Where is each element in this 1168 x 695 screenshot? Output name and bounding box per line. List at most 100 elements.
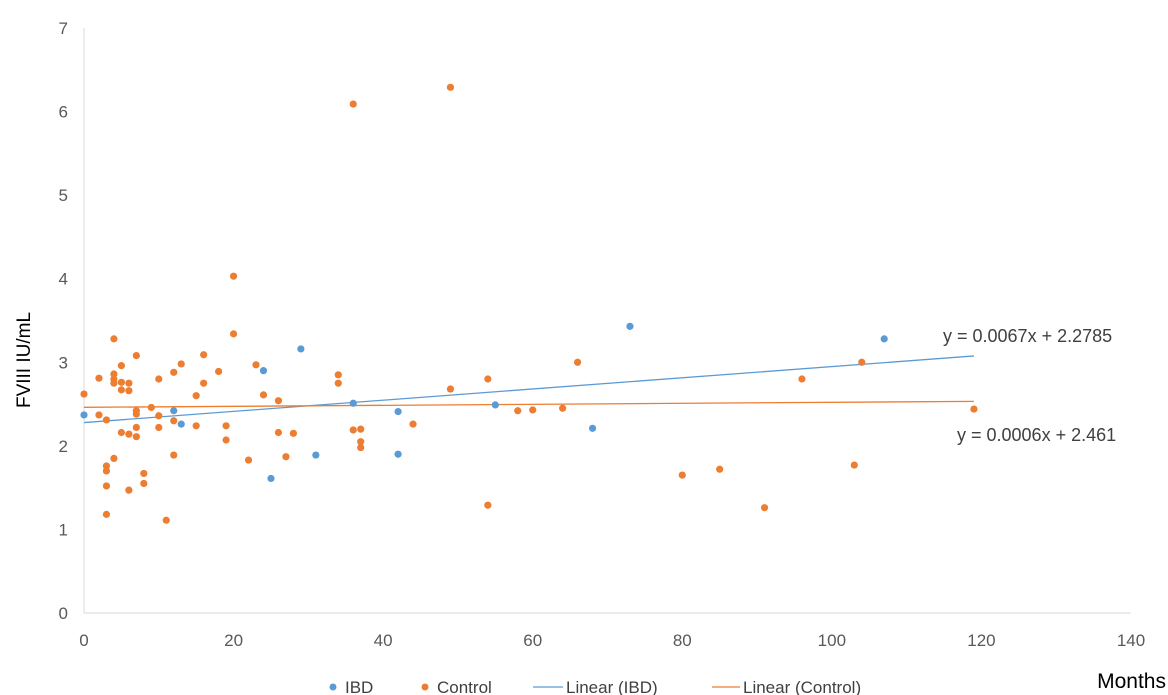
- data-point-control: [252, 361, 260, 369]
- data-point-control: [514, 407, 522, 415]
- data-point-control: [95, 374, 103, 382]
- trendline-control: [83, 400, 974, 408]
- data-point-control: [282, 453, 290, 461]
- data-point-control: [222, 436, 230, 444]
- data-point-control: [559, 404, 567, 412]
- equation-control: y = 0.0006x + 2.461: [957, 425, 1116, 445]
- data-point-ibd: [626, 322, 634, 330]
- data-point-control: [200, 351, 208, 359]
- data-point-control: [446, 385, 455, 393]
- data-point-control: [162, 516, 170, 524]
- data-point-control: [192, 422, 200, 430]
- data-point-control: [140, 469, 148, 478]
- data-point-control: [132, 410, 140, 418]
- data-point-ibd: [170, 407, 178, 415]
- data-point-control: [102, 467, 111, 475]
- data-point-control: [117, 362, 125, 370]
- data-point-control: [110, 335, 118, 343]
- data-point-control: [274, 397, 283, 405]
- data-point-control: [334, 379, 342, 387]
- y-tick-labels: 0 1 2 3 4 5 6 7: [59, 19, 68, 623]
- data-point-control: [446, 83, 455, 91]
- data-point-control: [110, 370, 118, 378]
- data-point-control: [229, 330, 238, 338]
- x-tick-label: 40: [374, 631, 393, 650]
- data-point-control: [334, 371, 342, 379]
- data-point-control: [349, 100, 357, 108]
- trendlines: [83, 355, 974, 424]
- data-point-control: [529, 406, 537, 414]
- y-tick-label: 4: [59, 270, 68, 289]
- data-point-control: [102, 482, 111, 490]
- x-tick-label: 60: [523, 631, 542, 650]
- legend-label-control: Control: [437, 678, 492, 695]
- y-tick-label: 5: [59, 186, 68, 205]
- data-point-ibd: [177, 420, 185, 428]
- data-point-control: [132, 433, 140, 441]
- data-point-control: [229, 272, 238, 280]
- data-point-control: [117, 428, 125, 437]
- data-point-control: [110, 379, 118, 387]
- data-point-ibd: [297, 345, 305, 353]
- data-point-control: [125, 486, 133, 494]
- data-point-control: [357, 438, 365, 446]
- data-point-ibd: [588, 424, 597, 432]
- data-point-control: [110, 454, 118, 462]
- trendline-ibd: [83, 355, 974, 424]
- y-tick-label: 2: [59, 437, 68, 456]
- data-point-control: [200, 379, 208, 387]
- data-point-control: [125, 379, 133, 387]
- data-point-control: [760, 504, 769, 512]
- x-tick-label: 0: [79, 631, 88, 650]
- data-point-control: [102, 462, 111, 470]
- data-point-control: [132, 352, 140, 360]
- data-point-control: [117, 386, 125, 394]
- data-point-control: [155, 412, 163, 420]
- data-point-control: [125, 387, 133, 395]
- data-point-ibd: [259, 367, 268, 375]
- legend-label-linear-ibd: Linear (IBD): [566, 678, 658, 695]
- data-point-control: [484, 375, 492, 383]
- data-point-control: [177, 360, 185, 368]
- data-point-ibd: [394, 450, 402, 458]
- data-point-ibd: [394, 407, 402, 416]
- data-point-control: [222, 422, 230, 430]
- data-point-control: [357, 425, 365, 433]
- data-point-ibd: [880, 335, 888, 343]
- data-point-control: [289, 429, 297, 437]
- x-tick-label: 140: [1117, 631, 1145, 650]
- data-point-control: [125, 430, 133, 438]
- data-point-control: [170, 451, 178, 459]
- data-point-control: [117, 378, 125, 386]
- data-point-control: [357, 443, 365, 452]
- data-point-control: [140, 479, 148, 488]
- data-point-control: [850, 461, 858, 469]
- data-point-control: [192, 392, 200, 400]
- data-point-control: [858, 358, 866, 366]
- x-tick-label: 120: [967, 631, 995, 650]
- data-point-control: [798, 375, 806, 383]
- data-point-control: [155, 423, 163, 432]
- data-point-control: [170, 368, 178, 376]
- data-point-control: [573, 358, 582, 366]
- legend: IBD Control Linear (IBD) Linear (Control…: [329, 678, 861, 695]
- data-point-ibd: [491, 401, 499, 409]
- axes: [83, 28, 1131, 614]
- legend-marker-control: [421, 683, 429, 691]
- data-point-control: [132, 423, 140, 432]
- data-point-control: [155, 375, 163, 383]
- data-point-control: [716, 465, 724, 473]
- data-point-control: [170, 417, 178, 425]
- equation-ibd: y = 0.0067x + 2.2785: [943, 326, 1112, 346]
- legend-label-linear-control: Linear (Control): [743, 678, 861, 695]
- data-point-control: [102, 510, 111, 518]
- legend-label-ibd: IBD: [345, 678, 373, 695]
- trendline-equations: y = 0.0067x + 2.2785 y = 0.0006x + 2.461: [943, 326, 1116, 445]
- data-point-ibd: [267, 474, 275, 483]
- data-point-control: [147, 403, 155, 412]
- data-point-control: [970, 405, 978, 413]
- data-point-control: [215, 367, 223, 376]
- data-point-control: [80, 390, 88, 398]
- data-point-ibd: [80, 411, 88, 419]
- y-tick-label: 6: [59, 103, 68, 122]
